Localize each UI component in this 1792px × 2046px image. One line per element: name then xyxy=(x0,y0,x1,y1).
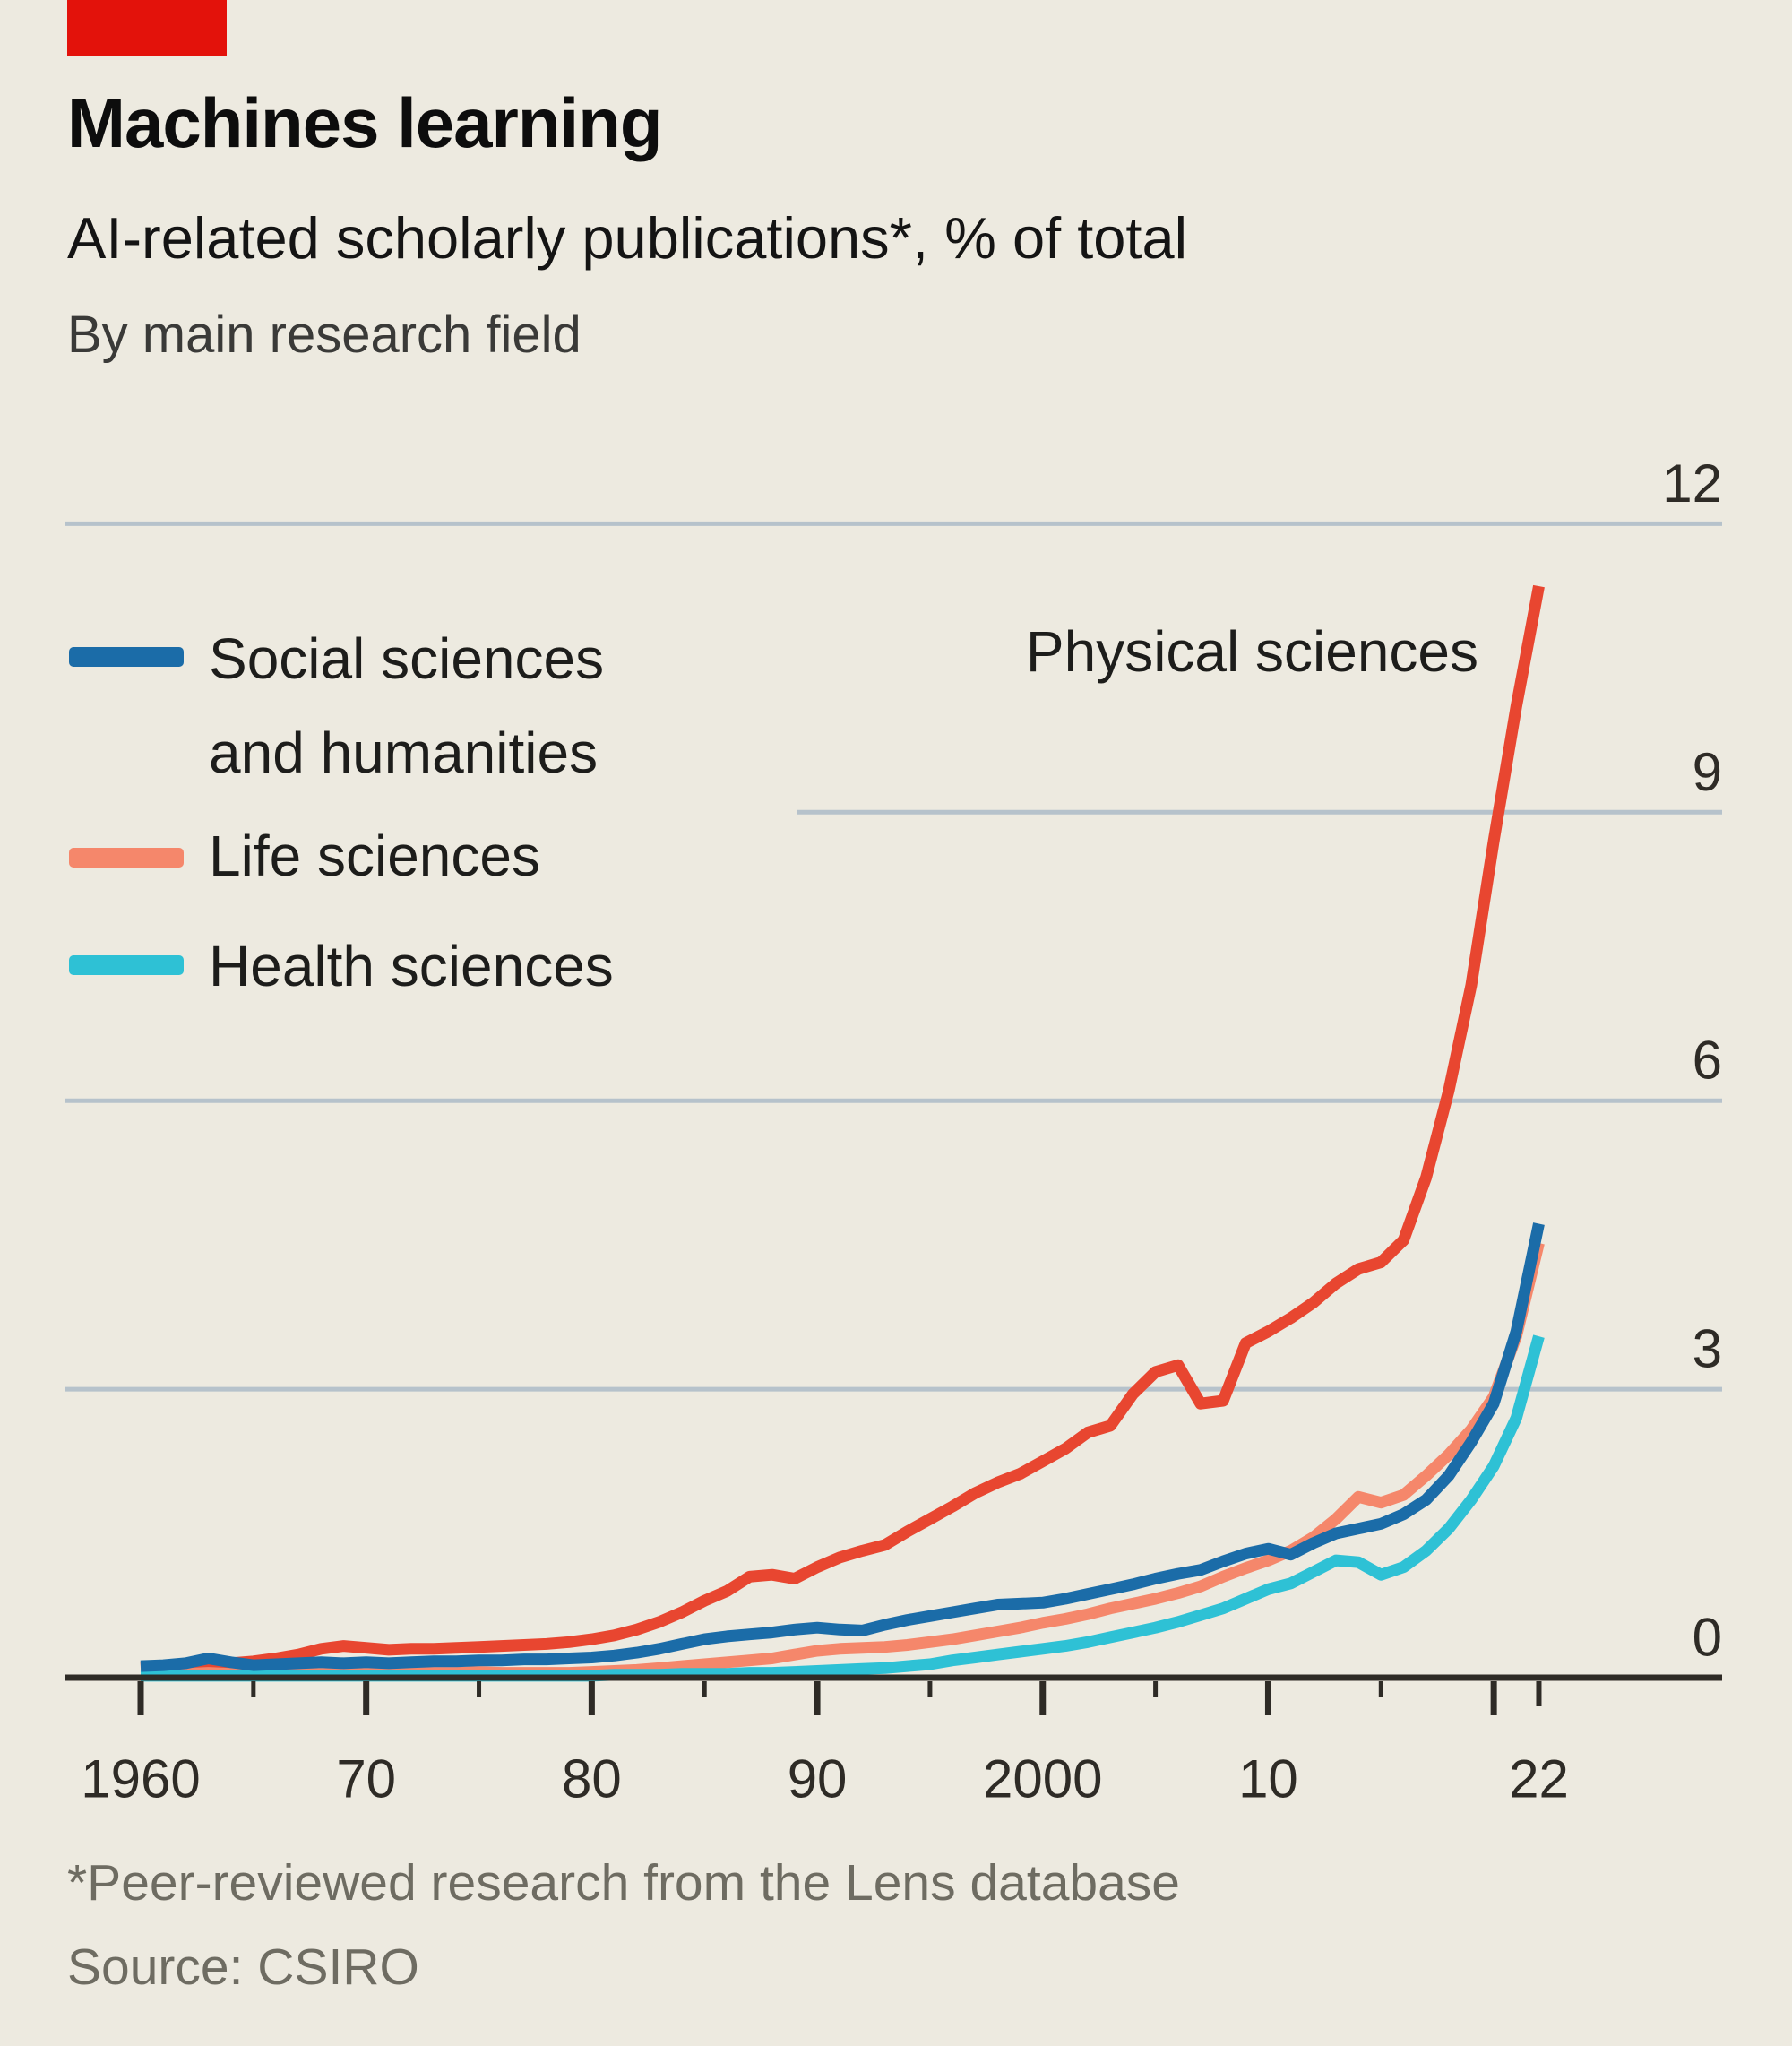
y-tick-label-12: 12 xyxy=(1662,453,1722,514)
x-tick-label-2000: 2000 xyxy=(983,1749,1102,1809)
y-tick-label-6: 6 xyxy=(1693,1031,1722,1091)
x-tick-label-1970: 70 xyxy=(336,1749,396,1809)
chart-title: Machines learning xyxy=(67,83,663,162)
accent-bar xyxy=(67,0,227,56)
legend-swatch-health-icon xyxy=(69,955,184,975)
legend-swatch-social-icon xyxy=(69,647,184,667)
x-tick-label-2010: 10 xyxy=(1238,1749,1298,1809)
legend-swatch-life-icon xyxy=(69,848,184,868)
y-tick-label-3: 3 xyxy=(1693,1319,1722,1379)
series-label-physical-sciences: Physical sciences xyxy=(1025,619,1478,684)
y-tick-label-9: 9 xyxy=(1693,742,1722,802)
chart-subtitle: AI-related scholarly publications*, % of… xyxy=(67,205,1188,271)
source-line: Source: CSIRO xyxy=(67,1938,419,1996)
legend-label-health: Health sciences xyxy=(209,934,614,998)
x-tick-label-2022: 22 xyxy=(1509,1749,1569,1809)
chart-byline: By main research field xyxy=(67,306,582,364)
x-tick-label-1980: 80 xyxy=(562,1749,622,1809)
legend-label-social: Social sciences and humanities xyxy=(209,626,605,785)
series-line-life-sciences xyxy=(141,1241,1545,1681)
x-tick-label-1960: 1960 xyxy=(81,1749,200,1809)
series-line-social-sciences-and-humanities xyxy=(140,1222,1545,1672)
footnote: *Peer-reviewed research from the Lens da… xyxy=(67,1854,1181,1912)
legend-label-life: Life sciences xyxy=(209,824,540,888)
series-line-physical-sciences xyxy=(140,584,1545,1674)
x-tick-label-1990: 90 xyxy=(788,1749,848,1809)
y-tick-label-0: 0 xyxy=(1693,1608,1722,1668)
